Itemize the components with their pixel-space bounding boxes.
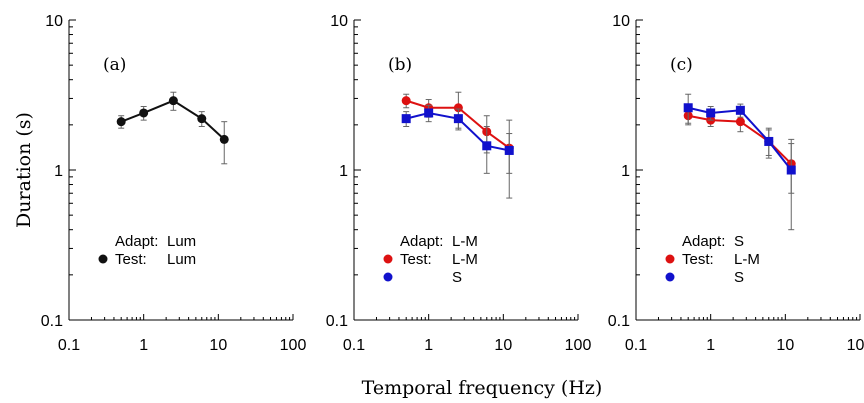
- legend-test-label: Test:: [400, 251, 432, 268]
- x-tick-label: 0.1: [343, 337, 365, 354]
- x-tick-label: 1: [706, 337, 715, 354]
- data-point: [424, 108, 434, 118]
- data-point: [401, 114, 411, 124]
- legend-adapt-value: S: [734, 233, 744, 250]
- series-l-m: [401, 91, 514, 199]
- legend-test-label: Test:: [682, 251, 714, 268]
- legend-series-name: L-M: [734, 251, 760, 268]
- legend-adapt-value: L-M: [452, 233, 478, 250]
- x-tick-label: 0.1: [58, 337, 80, 354]
- panels: 0.1 1 10 100 10 1 0.1 (a) Adapt: Lum Test: Lum 0.1 1 1…: [41, 13, 864, 354]
- legend-marker: [98, 254, 108, 264]
- y-tick-label: 10: [612, 13, 630, 30]
- data-point: [683, 103, 693, 113]
- data-point: [453, 103, 463, 113]
- data-point: [482, 141, 492, 151]
- y-tick-label: 1: [621, 163, 630, 180]
- legend-marker: [383, 272, 393, 282]
- data-point: [453, 114, 463, 124]
- x-tick-label: 10: [776, 337, 794, 354]
- series-l-m: [683, 108, 796, 194]
- data-point: [504, 145, 514, 155]
- panel-a: 0.1 1 10 100 10 1 0.1 (a) Adapt: Lum Test: Lum: [41, 13, 307, 354]
- x-axis-title: Temporal frequency (Hz): [362, 377, 603, 399]
- legend-test-label: Test:: [115, 251, 147, 268]
- x-tick-label: 100: [847, 337, 864, 354]
- data-point: [401, 96, 411, 106]
- y-tick-label: 10: [45, 13, 63, 30]
- y-tick-label: 0.1: [326, 313, 348, 330]
- x-tick-label: 0.1: [625, 337, 647, 354]
- panel-label: (c): [670, 55, 693, 75]
- panel-label: (a): [103, 55, 126, 75]
- x-tick-label: 10: [494, 337, 512, 354]
- data-point: [116, 117, 126, 127]
- legend-series-name: Lum: [167, 251, 196, 268]
- x-tick-label: 100: [280, 337, 307, 354]
- x-tick-label: 100: [565, 337, 592, 354]
- data-point: [735, 117, 745, 127]
- data-point: [168, 96, 178, 106]
- series-s: [683, 93, 796, 231]
- y-tick-label: 10: [330, 13, 348, 30]
- panel-c: 0.1 1 10 100 10 1 0.1 (c) Adapt: S Test: L-MS: [608, 13, 864, 354]
- legend-series-name: S: [452, 269, 462, 286]
- legend-adapt-label: Adapt:: [400, 233, 443, 250]
- data-point: [197, 114, 207, 124]
- x-tick-label: 1: [139, 337, 148, 354]
- x-tick-label: 10: [209, 337, 227, 354]
- panel-label: (b): [388, 55, 412, 75]
- data-point: [735, 105, 745, 115]
- legend-series-name: S: [734, 269, 744, 286]
- data-point: [139, 108, 149, 118]
- legend-adapt-label: Adapt:: [115, 233, 158, 250]
- legend-marker: [383, 254, 393, 264]
- data-point: [764, 136, 774, 146]
- series-s: [401, 104, 514, 174]
- legend-adapt-label: Adapt:: [682, 233, 725, 250]
- series-lum: [116, 91, 229, 165]
- y-tick-label: 0.1: [41, 313, 63, 330]
- data-point: [786, 165, 796, 175]
- series-line: [120, 99, 225, 141]
- legend-adapt-value: Lum: [167, 233, 196, 250]
- x-tick-label: 1: [424, 337, 433, 354]
- legend-marker: [665, 272, 675, 282]
- y-tick-label: 1: [54, 163, 63, 180]
- data-point: [706, 108, 716, 118]
- y-tick-label: 1: [339, 163, 348, 180]
- legend-marker: [665, 254, 675, 264]
- legend-series-name: L-M: [452, 251, 478, 268]
- y-axis-title: Duration (s): [13, 112, 35, 228]
- data-point: [219, 134, 229, 144]
- y-tick-label: 0.1: [608, 313, 630, 330]
